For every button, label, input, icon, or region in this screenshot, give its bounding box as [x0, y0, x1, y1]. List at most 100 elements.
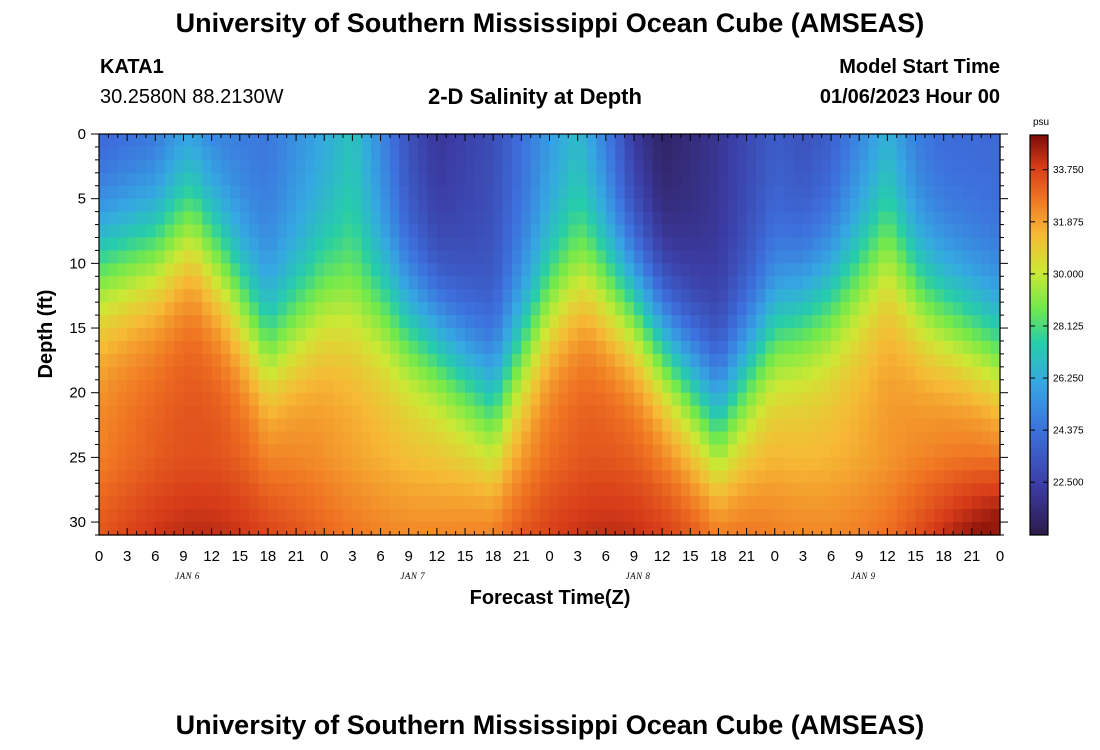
heatmap-cell	[530, 289, 541, 303]
heatmap-cell	[511, 315, 522, 329]
heatmap-cell	[953, 211, 964, 226]
heatmap-cell	[831, 237, 842, 252]
heatmap-cell	[192, 302, 203, 316]
heatmap-cell	[446, 340, 457, 355]
heatmap-cell	[859, 302, 870, 316]
heatmap-cell	[633, 340, 644, 355]
heatmap-cell	[718, 522, 729, 536]
heatmap-cell	[821, 185, 832, 200]
heatmap-cell	[127, 379, 138, 394]
heatmap-cell	[971, 353, 982, 368]
heatmap-cell	[183, 522, 194, 536]
heatmap-cell	[737, 496, 748, 510]
heatmap-cell	[258, 302, 269, 316]
heatmap-cell	[896, 379, 907, 394]
heatmap-cell	[361, 302, 372, 316]
heatmap-cell	[465, 366, 476, 381]
heatmap-cell	[174, 366, 185, 381]
heatmap-cell	[305, 276, 316, 290]
heatmap-cell	[249, 431, 260, 446]
heatmap-cell	[446, 185, 457, 200]
heatmap-cell	[305, 134, 316, 148]
heatmap-cell	[774, 237, 785, 252]
heatmap-cell	[812, 509, 823, 523]
heatmap-cell	[990, 418, 1001, 433]
heatmap-cell	[183, 172, 194, 187]
heatmap-cell	[652, 431, 663, 446]
heatmap-cell	[145, 418, 156, 433]
heatmap-cell	[652, 483, 663, 497]
heatmap-cell	[746, 353, 757, 368]
heatmap-cell	[305, 392, 316, 407]
heatmap-cell	[183, 276, 194, 290]
heatmap-cell	[136, 211, 147, 226]
heatmap-cell	[211, 289, 222, 303]
heatmap-cell	[521, 302, 532, 316]
heatmap-cell	[258, 289, 269, 303]
heatmap-cell	[680, 470, 691, 484]
heatmap-cell	[174, 444, 185, 458]
heatmap-cell	[549, 185, 560, 200]
heatmap-cell	[934, 159, 945, 174]
heatmap-cell	[540, 211, 551, 226]
heatmap-cell	[774, 250, 785, 264]
heatmap-cell	[258, 457, 269, 471]
heatmap-cell	[587, 509, 598, 523]
heatmap-cell	[718, 172, 729, 187]
heatmap-cell	[755, 302, 766, 316]
heatmap-cell	[483, 328, 494, 342]
heatmap-cell	[474, 457, 485, 471]
heatmap-cell	[446, 392, 457, 407]
heatmap-cell	[943, 250, 954, 264]
heatmap-cell	[324, 263, 335, 277]
heatmap-cell	[934, 250, 945, 264]
heatmap-cell	[802, 431, 813, 446]
heatmap-cell	[587, 457, 598, 471]
heatmap-cell	[774, 509, 785, 523]
heatmap-cell	[305, 172, 316, 187]
heatmap-cell	[108, 496, 119, 510]
heatmap-cell	[389, 496, 400, 510]
heatmap-cell	[343, 172, 354, 187]
heatmap-cell	[596, 328, 607, 342]
heatmap-cell	[774, 496, 785, 510]
heatmap-cell	[643, 366, 654, 381]
heatmap-cell	[821, 172, 832, 187]
heatmap-cell	[511, 237, 522, 252]
heatmap-cell	[737, 237, 748, 252]
heatmap-cell	[483, 159, 494, 174]
heatmap-cell	[784, 224, 795, 239]
colorbar-tick-label: 22.500	[1053, 478, 1084, 489]
heatmap-cell	[943, 289, 954, 303]
heatmap-cell	[699, 418, 710, 433]
heatmap-cell	[802, 418, 813, 433]
heatmap-cell	[981, 496, 992, 510]
heatmap-cell	[746, 198, 757, 213]
heatmap-cell	[652, 211, 663, 226]
heatmap-cell	[502, 159, 513, 174]
heatmap-cell	[249, 392, 260, 407]
heatmap-cell	[427, 457, 438, 471]
heatmap-cell	[784, 211, 795, 226]
heatmap-cell	[577, 211, 588, 226]
heatmap-cell	[530, 444, 541, 458]
heatmap-cell	[145, 289, 156, 303]
heatmap-cell	[230, 224, 241, 239]
heatmap-cell	[380, 457, 391, 471]
heatmap-cell	[511, 444, 522, 458]
heatmap-cell	[558, 315, 569, 329]
heatmap-cell	[699, 276, 710, 290]
heatmap-cell	[127, 457, 138, 471]
heatmap-cell	[286, 405, 297, 420]
heatmap-cell	[249, 379, 260, 394]
heatmap-cell	[267, 444, 278, 458]
heatmap-cell	[493, 392, 504, 407]
heatmap-cell	[859, 211, 870, 226]
heatmap-cell	[849, 509, 860, 523]
heatmap-cell	[530, 211, 541, 226]
heatmap-cell	[943, 340, 954, 355]
heatmap-cell	[286, 211, 297, 226]
heatmap-cell	[596, 146, 607, 161]
heatmap-cell	[709, 483, 720, 497]
heatmap-cell	[971, 340, 982, 355]
